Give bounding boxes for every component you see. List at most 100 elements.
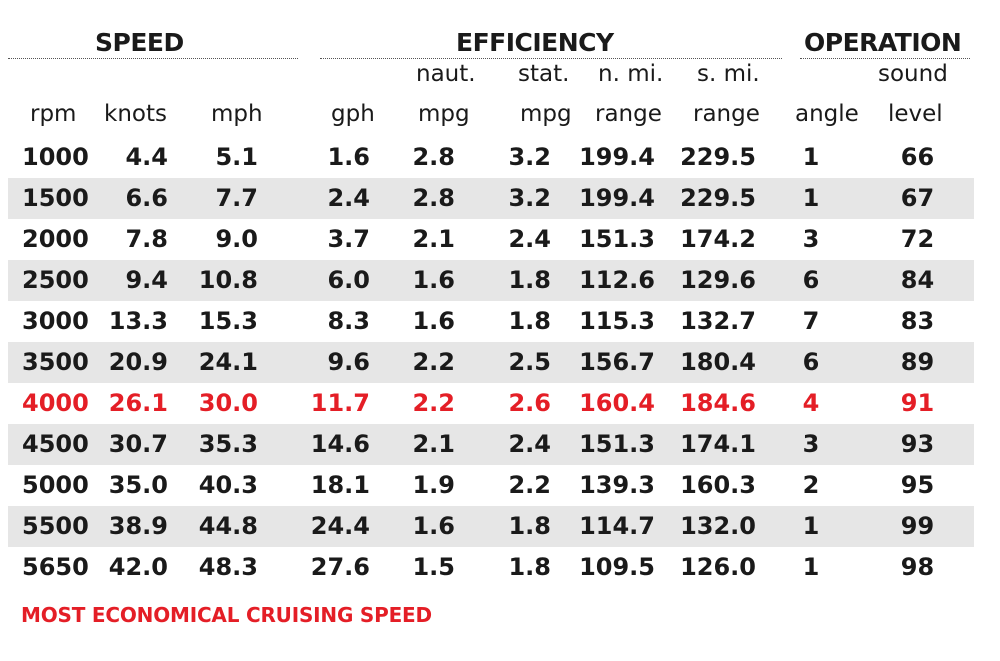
cell-sound-level: 89 <box>861 342 974 383</box>
header-smi-range-line1: s. mi. <box>697 61 760 87</box>
cell-knots: 30.7 <box>98 424 178 465</box>
header-angle: angle <box>795 101 859 127</box>
performance-table: 1000 4.4 5.1 1.6 2.8 3.2 199.4 229.5 1 66 1500 6.6 7… <box>8 137 974 588</box>
cell-sound-level: 66 <box>900 143 935 171</box>
cell-rpm: 2500 <box>8 260 98 301</box>
cell-knots: 7.8 <box>125 225 168 253</box>
table-row: 3000 13.3 15.3 8.3 1.6 1.8 115.3 132.7 7 83 <box>8 301 974 342</box>
cell-knots: 42.0 <box>108 553 168 581</box>
cell-gph: 27.6 <box>310 553 370 581</box>
cell-knots: 9.4 <box>98 260 178 301</box>
cell-nmi-range: 199.4 <box>560 178 660 219</box>
cell-smi-range: 132.7 <box>680 307 756 335</box>
cell-stat-mpg: 2.4 <box>508 225 551 253</box>
cell-mph: 48.3 <box>198 553 258 581</box>
cell-rpm: 2000 <box>22 225 89 253</box>
cell-angle: 1 <box>761 506 861 547</box>
cell-gph: 1.6 <box>327 143 370 171</box>
group-title-speed: SPEED <box>95 28 184 60</box>
cell-stat-mpg: 1.8 <box>508 553 551 581</box>
header-gph: gph <box>331 101 375 127</box>
cell-naut-mpg: 2.2 <box>370 342 463 383</box>
header-smi-range-line2: range <box>693 101 760 127</box>
cell-smi-range: 229.5 <box>680 143 756 171</box>
cell-smi-range: 174.2 <box>680 225 756 253</box>
cell-rpm: 1500 <box>8 178 98 219</box>
cell-rpm: 5500 <box>8 506 98 547</box>
cell-gph: 9.6 <box>263 342 370 383</box>
cell-nmi-range: 151.3 <box>579 225 655 253</box>
cell-knots: 26.1 <box>108 389 168 417</box>
cell-gph: 2.4 <box>263 178 370 219</box>
header-sound-level-line1: sound <box>878 61 948 87</box>
cell-mph: 24.1 <box>178 342 263 383</box>
header-stat-mpg-line1: stat. <box>518 61 570 87</box>
cell-naut-mpg: 2.2 <box>412 389 455 417</box>
table-row: 4500 30.7 35.3 14.6 2.1 2.4 151.3 174.1 3 93 <box>8 424 974 465</box>
cell-stat-mpg: 2.6 <box>508 389 551 417</box>
cell-stat-mpg: 2.5 <box>463 342 560 383</box>
cell-naut-mpg: 2.1 <box>370 424 463 465</box>
cell-smi-range: 132.0 <box>660 506 761 547</box>
cell-nmi-range: 112.6 <box>560 260 660 301</box>
cell-sound-level: 84 <box>861 260 974 301</box>
cell-sound-level: 99 <box>861 506 974 547</box>
cell-mph: 9.0 <box>215 225 258 253</box>
footnote-economical-speed: MOST ECONOMICAL CRUISING SPEED <box>21 603 432 627</box>
cell-angle: 3 <box>761 424 861 465</box>
cell-smi-range: 180.4 <box>660 342 761 383</box>
cell-gph: 6.0 <box>263 260 370 301</box>
cell-rpm: 3500 <box>8 342 98 383</box>
cell-naut-mpg: 2.8 <box>370 178 463 219</box>
cell-nmi-range: 109.5 <box>579 553 655 581</box>
cell-angle: 1 <box>802 553 820 581</box>
operation-divider <box>800 58 970 59</box>
cell-sound-level: 95 <box>900 471 935 499</box>
cell-naut-mpg: 1.6 <box>370 260 463 301</box>
cell-mph: 7.7 <box>178 178 263 219</box>
cell-angle: 1 <box>761 178 861 219</box>
cell-rpm: 4500 <box>8 424 98 465</box>
cell-stat-mpg: 1.8 <box>508 307 551 335</box>
cell-angle: 2 <box>802 471 820 499</box>
cell-mph: 44.8 <box>178 506 263 547</box>
speed-divider <box>8 58 298 59</box>
cell-gph: 14.6 <box>263 424 370 465</box>
header-naut-mpg-line1: naut. <box>416 61 476 87</box>
cell-naut-mpg: 1.9 <box>412 471 455 499</box>
cell-nmi-range: 160.4 <box>579 389 655 417</box>
group-title-operation: OPERATION <box>804 28 962 60</box>
cell-rpm: 5650 <box>22 553 89 581</box>
cell-naut-mpg: 1.6 <box>370 506 463 547</box>
header-nmi-range-line2: range <box>595 101 662 127</box>
cell-knots: 13.3 <box>108 307 168 335</box>
header-knots: knots <box>104 101 167 127</box>
cell-mph: 15.3 <box>198 307 258 335</box>
cell-stat-mpg: 1.8 <box>463 506 560 547</box>
cell-mph: 40.3 <box>198 471 258 499</box>
cell-stat-mpg: 3.2 <box>463 178 560 219</box>
group-title-efficiency-text: EFFICIENCY <box>456 28 614 57</box>
cell-angle: 6 <box>761 260 861 301</box>
cell-knots: 6.6 <box>98 178 178 219</box>
cell-sound-level: 72 <box>900 225 935 253</box>
cell-sound-level: 67 <box>861 178 974 219</box>
header-naut-mpg-line2: mpg <box>418 101 470 127</box>
table-row: 5000 35.0 40.3 18.1 1.9 2.2 139.3 160.3 2 95 <box>8 465 974 506</box>
header-mph: mph <box>211 101 263 127</box>
cell-sound-level: 83 <box>900 307 935 335</box>
table-row: 1500 6.6 7.7 2.4 2.8 3.2 199.4 229.5 1 67 <box>8 178 974 219</box>
table-row: 2000 7.8 9.0 3.7 2.1 2.4 151.3 174.2 3 72 <box>8 219 974 260</box>
cell-rpm: 5000 <box>22 471 89 499</box>
performance-table-body: 1000 4.4 5.1 1.6 2.8 3.2 199.4 229.5 1 66 1500 6.6 7… <box>8 137 974 588</box>
cell-gph: 18.1 <box>310 471 370 499</box>
table-row: 5650 42.0 48.3 27.6 1.5 1.8 109.5 126.0 1 98 <box>8 547 974 588</box>
cell-stat-mpg: 3.2 <box>508 143 551 171</box>
cell-knots: 38.9 <box>98 506 178 547</box>
cell-naut-mpg: 2.1 <box>412 225 455 253</box>
group-title-speed-text: SPEED <box>95 28 184 57</box>
cell-stat-mpg: 2.4 <box>463 424 560 465</box>
cell-mph: 10.8 <box>178 260 263 301</box>
cell-angle: 3 <box>802 225 820 253</box>
cell-rpm: 3000 <box>22 307 89 335</box>
